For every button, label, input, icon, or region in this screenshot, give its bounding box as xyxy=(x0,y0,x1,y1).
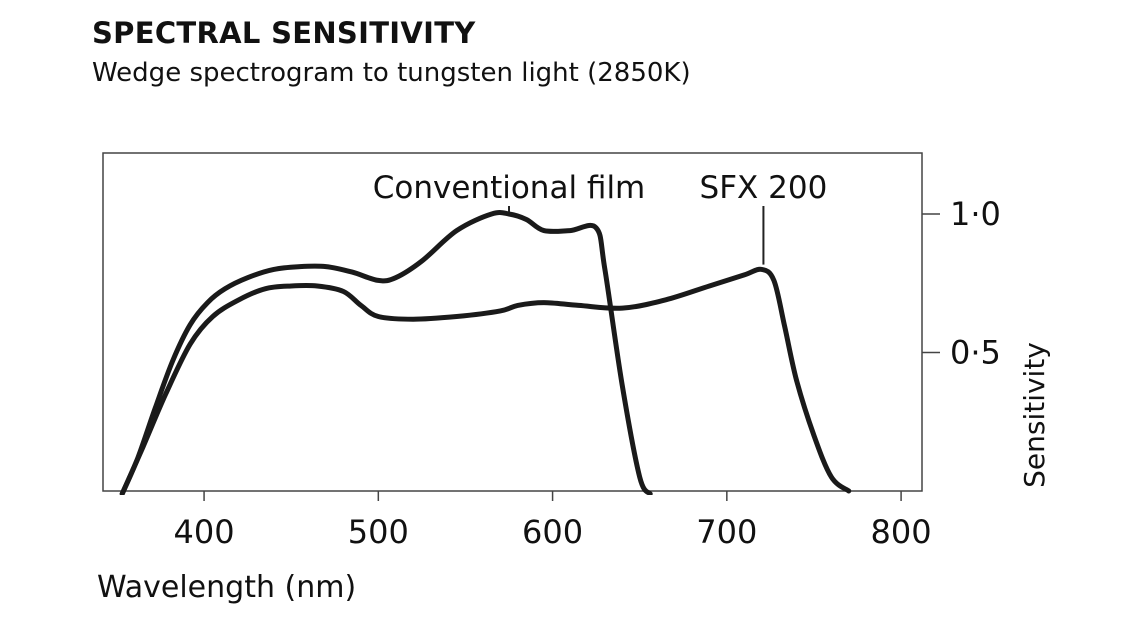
curves-layer xyxy=(119,210,852,495)
x-tick-label-600: 600 xyxy=(522,513,583,551)
x-tick-label-400: 400 xyxy=(174,513,235,551)
series-line-conventional-film xyxy=(119,210,653,495)
plot-frame xyxy=(102,152,923,492)
chart-subtitle: Wedge spectrogram to tungsten light (285… xyxy=(92,58,691,88)
y-axis-label: Sensitivity xyxy=(1018,342,1051,488)
annotation-sfx-200: SFX 200 xyxy=(700,170,828,206)
x-tick-label-500: 500 xyxy=(348,513,409,551)
annotations-layer: Conventional film SFX 200 xyxy=(373,170,828,265)
x-tick-label-700: 700 xyxy=(696,513,757,551)
y-axis: 0·5 1·0 xyxy=(922,195,1001,371)
annotation-conventional-film: Conventional film xyxy=(373,170,646,206)
x-axis-label: Wavelength (nm) xyxy=(97,570,356,605)
x-tick-label-800: 800 xyxy=(871,513,932,551)
y-tick-label-0: 0·5 xyxy=(950,333,1001,371)
y-tick-label-1: 1·0 xyxy=(950,195,1001,233)
x-axis: 400 500 600 700 800 xyxy=(174,491,932,551)
series-line-sfx-200 xyxy=(119,266,852,495)
chart-title: SPECTRAL SENSITIVITY xyxy=(92,16,476,50)
